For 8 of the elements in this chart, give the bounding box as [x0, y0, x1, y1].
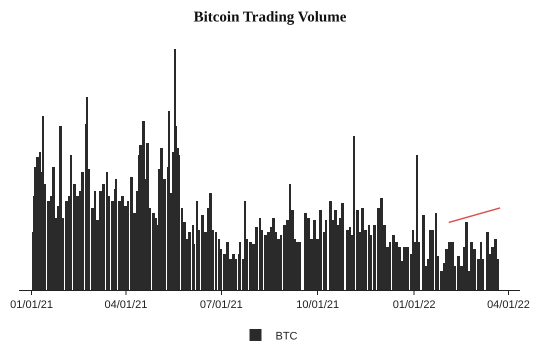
x-tick-label: 01/01/22	[392, 299, 436, 312]
x-tick-label: 01/01/21	[10, 299, 53, 312]
chart-title: Bitcoin Trading Volume	[194, 9, 347, 26]
x-tick-label: 07/01/21	[200, 299, 243, 312]
legend-label: BTC	[276, 330, 298, 342]
x-tick-label: 10/01/21	[296, 299, 340, 312]
x-tick-label: 04/01/21	[104, 299, 148, 312]
x-tick-label: 04/01/22	[487, 299, 530, 312]
